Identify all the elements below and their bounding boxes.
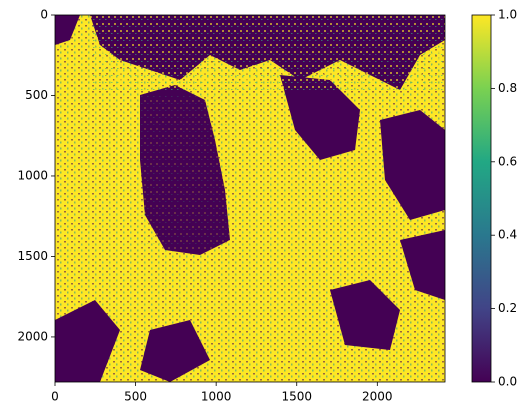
colorbar-tick-label: 0.4 [498, 228, 517, 242]
x-tick-label: 1500 [281, 390, 312, 404]
colorbar-tick-label: 0.2 [498, 301, 517, 315]
x-tick-label: 500 [124, 390, 147, 404]
y-tick-label: 1500 [17, 249, 48, 263]
x-tick-label: 1000 [201, 390, 232, 404]
x-tick-label: 0 [51, 390, 59, 404]
axes-frame [54, 14, 446, 383]
y-tick-label: 500 [25, 88, 48, 102]
colorbar-tick-label: 0.6 [498, 154, 517, 168]
colorbar-tick-label: 0.8 [498, 81, 517, 95]
colorbar-tick-label: 0.0 [498, 375, 517, 389]
y-tick-label: 1000 [17, 168, 48, 182]
image [55, 15, 445, 382]
colorbar-tick-label: 1.0 [498, 8, 517, 22]
y-tick-label: 0 [40, 8, 48, 22]
y-tick-label: 2000 [17, 329, 48, 343]
colorbar [471, 14, 492, 383]
x-tick-label: 2000 [362, 390, 393, 404]
